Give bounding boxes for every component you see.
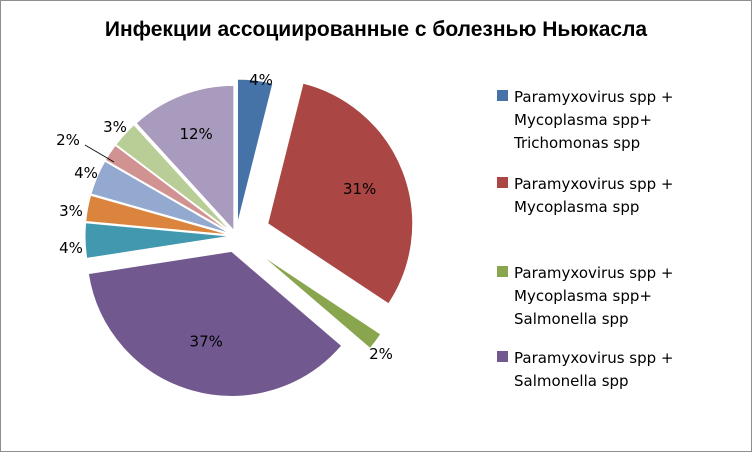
slice-label: 31%: [343, 180, 376, 198]
legend-label: Paramyxovirus spp + Mycoplasma spp+ Salm…: [514, 264, 674, 328]
slice-label: 2%: [369, 345, 393, 363]
pie-slice: [87, 250, 343, 397]
legend-swatch: [497, 351, 508, 362]
chart-title: Инфекции ассоциированные с болезнью Ньюк…: [104, 18, 648, 41]
pie-slice: [259, 253, 382, 350]
slice-label: 37%: [190, 333, 223, 351]
leader-line: [84, 144, 115, 163]
slice-label: 3%: [103, 118, 127, 136]
legend-swatch: [497, 177, 508, 188]
pie-slice: [236, 78, 274, 225]
legend-label: Paramyxovirus spp + Salmonella spp: [514, 349, 674, 390]
slice-label: 4%: [74, 164, 98, 182]
legend-swatch: [497, 90, 508, 101]
slice-label: 2%: [56, 131, 80, 149]
pie-slice: [85, 194, 231, 236]
pie-slice: [267, 82, 414, 305]
pie-slice: [135, 84, 235, 232]
legend-label: Paramyxovirus spp + Mycoplasma spp: [514, 175, 674, 216]
pie-slice: [84, 222, 231, 259]
slice-label: 3%: [59, 202, 83, 220]
pie-slice: [90, 160, 231, 235]
slice-label: 12%: [179, 125, 212, 143]
legend-label: Paramyxovirus spp + Mycoplasma spp+ Tric…: [514, 88, 674, 152]
slice-label: 4%: [59, 239, 83, 257]
legend-swatch: [497, 266, 508, 277]
slice-label: 4%: [249, 71, 273, 89]
pie-slice: [104, 144, 232, 234]
pie-slice: [115, 124, 232, 233]
